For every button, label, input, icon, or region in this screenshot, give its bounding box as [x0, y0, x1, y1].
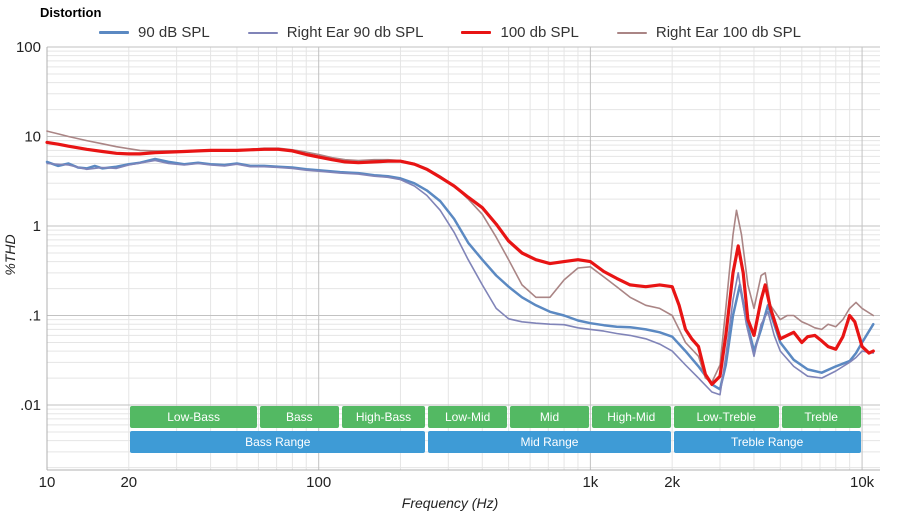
y-tick-label: .01	[20, 397, 41, 414]
y-tick-label: 1	[33, 218, 41, 235]
legend-item-100-db-spl[interactable]: 100 db SPL	[461, 24, 579, 41]
legend-label: Right Ear 100 db SPL	[655, 24, 801, 41]
series-line-0	[45, 157, 875, 391]
band-treble[interactable]: Treble	[781, 406, 861, 428]
x-tick-label: 1k	[582, 474, 598, 491]
legend-swatch-icon	[461, 31, 492, 34]
legend-label: 90 dB SPL	[138, 24, 210, 41]
series-line-3	[46, 130, 875, 383]
x-tick-label: 20	[120, 474, 137, 491]
y-tick-label: .1	[28, 308, 41, 325]
y-tick-label: 10	[24, 129, 41, 146]
legend-swatch-icon	[99, 31, 129, 34]
x-axis-label: Frequency (Hz)	[401, 495, 499, 511]
band-high-bass[interactable]: High-Bass	[341, 406, 426, 428]
band-high-mid[interactable]: High-Mid	[591, 406, 671, 428]
x-tick-label: 10k	[850, 474, 875, 491]
band-low-treble[interactable]: Low-Treble	[673, 406, 779, 428]
y-axis-label: %THD	[2, 234, 18, 276]
legend-item-90-db-spl[interactable]: 90 dB SPL	[99, 24, 210, 41]
legend: 90 dB SPL Right Ear 90 db SPL 100 db SPL Ri…	[0, 24, 900, 41]
legend-item-right-ear-90-db-spl[interactable]: Right Ear 90 db SPL	[247, 24, 424, 41]
legend-label: 100 db SPL	[500, 24, 579, 41]
series-line-2	[45, 140, 875, 386]
chart-title: Distortion	[40, 5, 102, 20]
band-mid-range[interactable]: Mid Range	[428, 431, 671, 453]
band-treble-range[interactable]: Treble Range	[673, 431, 861, 453]
series-line-1	[46, 159, 875, 396]
legend-swatch-icon	[616, 31, 647, 34]
legend-swatch-icon	[247, 31, 278, 34]
band-low-bass[interactable]: Low-Bass	[130, 406, 257, 428]
x-tick-label: 2k	[664, 474, 680, 491]
band-bass-range[interactable]: Bass Range	[130, 431, 426, 453]
legend-label: Right Ear 90 db SPL	[286, 24, 424, 41]
x-tick-label: 100	[306, 474, 331, 491]
legend-item-right-ear-100-db-spl[interactable]: Right Ear 100 db SPL	[616, 24, 801, 41]
x-tick-label: 10	[39, 474, 56, 491]
y-tick-label: 100	[16, 39, 41, 56]
band-bass[interactable]: Bass	[259, 406, 339, 428]
band-mid[interactable]: Mid	[510, 406, 589, 428]
band-low-mid[interactable]: Low-Mid	[428, 406, 508, 428]
